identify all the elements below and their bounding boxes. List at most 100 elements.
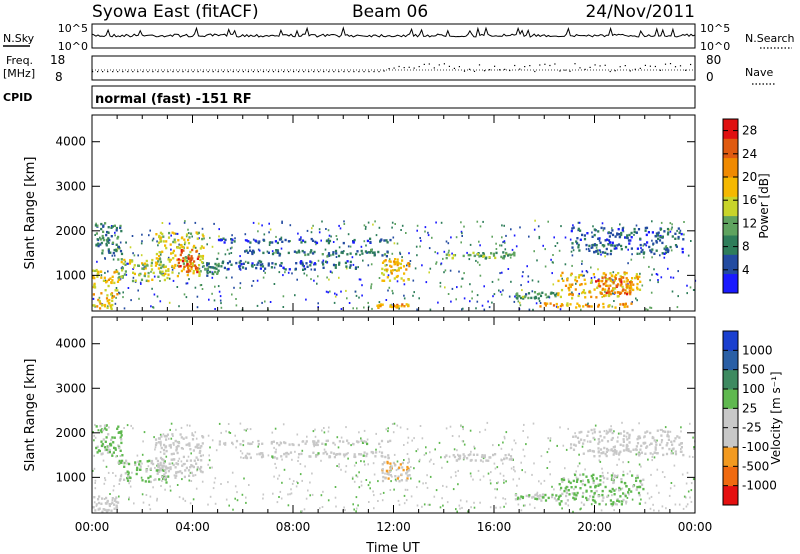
data-cell [474,459,477,462]
data-cell [510,457,513,461]
noise-cell [137,254,139,257]
data-cell [242,262,245,265]
data-cell [579,480,583,483]
noise-cell [445,427,448,430]
noise-cell [461,232,463,235]
noise-cell [126,424,129,427]
noise-cell [688,455,691,458]
data-cell [599,448,603,451]
data-cell [175,445,178,449]
noise-cell [339,227,342,230]
noise-cell [442,484,444,487]
data-cell [182,257,185,260]
nave-point [589,66,591,68]
data-cell [120,430,123,433]
data-cell [102,428,105,432]
data-cell [250,442,253,445]
data-cell [172,240,175,244]
data-cell [145,470,148,473]
nave-point [343,71,345,73]
noise-cell [334,292,336,295]
data-cell [666,250,670,254]
data-cell [113,271,116,274]
noise-cell [403,494,406,497]
data-cell [586,498,589,502]
noise-cell [482,475,485,478]
noise-cell [209,446,211,449]
noise-cell [126,262,128,265]
noise-cell [482,457,485,460]
noise-cell [613,300,615,302]
noise-cell [444,269,447,272]
noise-cell [311,227,313,230]
data-cell [249,456,252,459]
noise-cell [256,453,258,456]
noise-cell [420,239,422,242]
data-cell [582,442,585,445]
noise-cell [649,279,651,282]
noise-cell [246,452,249,455]
data-cell [390,465,393,468]
data-cell [628,233,631,237]
data-cell [197,458,200,461]
data-cell [630,490,633,493]
data-cell [678,231,681,234]
noise-cell [443,250,446,253]
noise-cell [473,501,475,504]
noise-cell [340,468,342,471]
data-cell [623,271,626,274]
noise-cell [392,292,394,295]
data-cell [338,263,341,266]
data-cell [660,439,664,442]
data-cell [112,251,115,255]
data-cell [657,237,660,240]
noise-cell [503,240,506,243]
data-cell [384,455,387,459]
data-cell [671,235,674,238]
data-cell [387,473,390,476]
data-cell [192,465,195,469]
noise-cell [141,240,143,243]
noise-cell [321,220,323,223]
data-cell [579,229,582,232]
data-cell [552,292,555,295]
data-cell [389,474,392,477]
data-cell [109,277,112,280]
noise-cell [536,259,538,262]
noise-cell [159,433,162,436]
noise-cell [469,243,472,246]
data-cell [138,468,141,471]
noise-cell [343,506,345,509]
data-cell [559,304,562,308]
noise-cell [559,308,562,311]
colorbar-segment [723,427,738,448]
data-cell [594,501,597,504]
data-cell [638,454,641,457]
data-cell [488,256,491,259]
noise-cell [425,452,427,455]
data-cell [402,468,405,472]
data-cell [163,473,166,476]
power-ylabel: Slant Range [km] [23,157,38,270]
data-cell [590,474,593,478]
noise-cell [206,243,208,246]
noise-cell [561,277,563,280]
data-cell [619,450,622,453]
noise-cell [572,249,575,252]
data-cell [601,489,604,493]
data-cell [490,252,493,255]
data-cell [239,443,242,446]
data-cell [602,272,605,275]
data-cell [635,273,638,276]
noise-cell [355,510,357,513]
data-cell [381,267,384,271]
noise-cell [154,446,157,449]
noise-cell [591,231,593,234]
noise-cell [575,470,577,473]
power-heatmap [92,219,697,311]
data-cell [164,476,167,480]
data-cell [574,444,577,447]
data-cell [605,280,608,283]
data-cell [582,503,586,506]
